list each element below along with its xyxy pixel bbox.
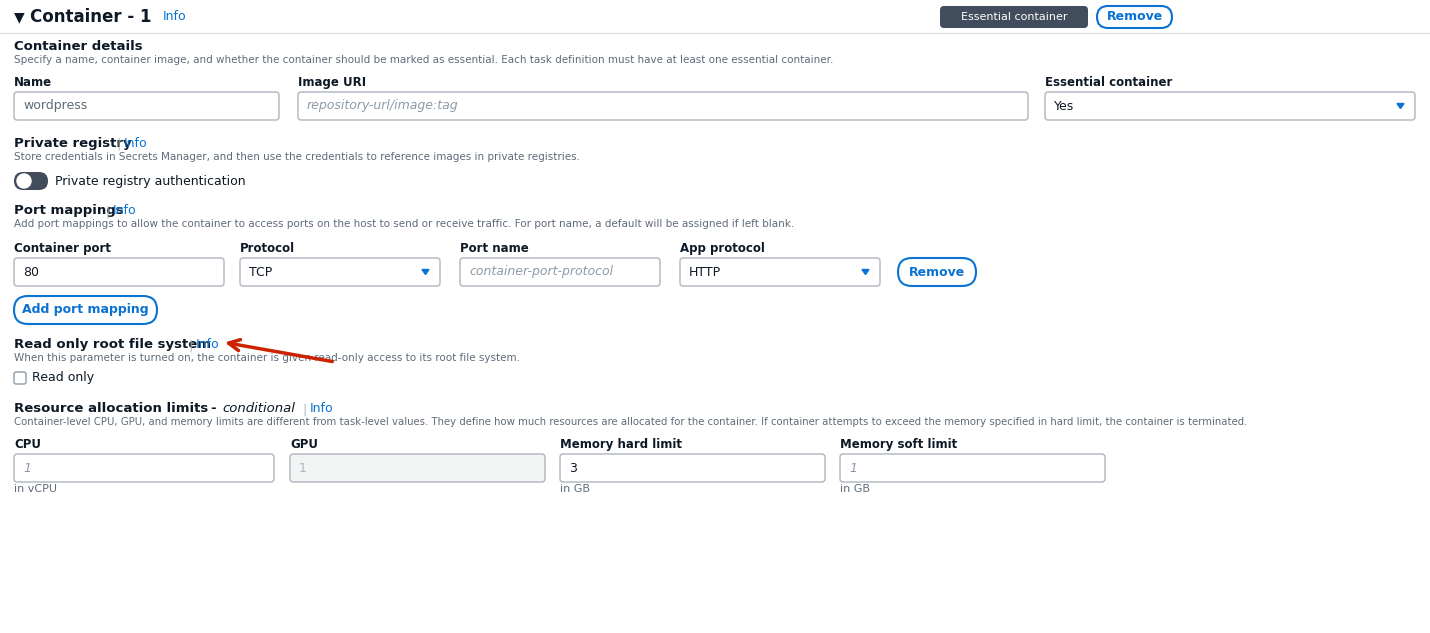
FancyBboxPatch shape xyxy=(940,6,1088,28)
Text: Name: Name xyxy=(14,76,51,89)
Text: Add port mapping: Add port mapping xyxy=(23,303,149,316)
Polygon shape xyxy=(862,270,869,275)
Text: 1: 1 xyxy=(299,461,307,475)
FancyBboxPatch shape xyxy=(839,454,1105,482)
Text: Resource allocation limits: Resource allocation limits xyxy=(14,402,209,415)
Text: Container port: Container port xyxy=(14,242,112,255)
Text: When this parameter is turned on, the container is given read-only access to its: When this parameter is turned on, the co… xyxy=(14,353,521,363)
Text: Container-level CPU, GPU, and memory limits are different from task-level values: Container-level CPU, GPU, and memory lim… xyxy=(14,417,1247,427)
Text: Add port mappings to allow the container to access ports on the host to send or : Add port mappings to allow the container… xyxy=(14,219,794,229)
Text: wordpress: wordpress xyxy=(23,99,87,113)
Text: Port name: Port name xyxy=(460,242,529,255)
Text: Specify a name, container image, and whether the container should be marked as e: Specify a name, container image, and whe… xyxy=(14,55,834,65)
FancyBboxPatch shape xyxy=(14,172,49,190)
Polygon shape xyxy=(1397,104,1404,108)
Text: Container - 1: Container - 1 xyxy=(30,8,152,26)
Text: Read only root file system: Read only root file system xyxy=(14,338,212,351)
Text: Info: Info xyxy=(124,137,147,150)
FancyBboxPatch shape xyxy=(460,258,661,286)
FancyBboxPatch shape xyxy=(14,454,275,482)
Text: in vCPU: in vCPU xyxy=(14,484,57,494)
Text: -: - xyxy=(210,402,216,415)
Text: 1: 1 xyxy=(849,461,857,475)
Text: Info: Info xyxy=(196,338,220,351)
Circle shape xyxy=(17,174,31,188)
FancyBboxPatch shape xyxy=(898,258,977,286)
Text: Info: Info xyxy=(163,11,187,23)
Text: TCP: TCP xyxy=(249,265,272,279)
Text: GPU: GPU xyxy=(290,438,317,451)
FancyBboxPatch shape xyxy=(14,296,157,324)
FancyBboxPatch shape xyxy=(14,258,225,286)
FancyBboxPatch shape xyxy=(14,92,279,120)
Polygon shape xyxy=(422,270,429,275)
Text: Info: Info xyxy=(113,204,137,217)
Text: Yes: Yes xyxy=(1054,99,1074,113)
Text: Image URI: Image URI xyxy=(297,76,366,89)
Text: conditional: conditional xyxy=(222,402,295,415)
Text: Info: Info xyxy=(310,402,333,415)
FancyBboxPatch shape xyxy=(1045,92,1416,120)
Text: 1: 1 xyxy=(23,461,31,475)
Text: 3: 3 xyxy=(569,461,576,475)
FancyBboxPatch shape xyxy=(561,454,825,482)
Text: |: | xyxy=(187,339,192,352)
FancyBboxPatch shape xyxy=(1097,6,1173,28)
Text: |: | xyxy=(302,403,306,416)
Text: Remove: Remove xyxy=(909,265,965,279)
Text: 80: 80 xyxy=(23,265,39,279)
Text: Port mappings: Port mappings xyxy=(14,204,123,217)
Text: container-port-protocol: container-port-protocol xyxy=(469,265,613,279)
Text: Memory hard limit: Memory hard limit xyxy=(561,438,682,451)
Text: App protocol: App protocol xyxy=(681,242,765,255)
Text: Essential container: Essential container xyxy=(1045,76,1173,89)
Text: ▼: ▼ xyxy=(14,10,24,24)
FancyBboxPatch shape xyxy=(681,258,879,286)
Text: in GB: in GB xyxy=(561,484,591,494)
Text: Protocol: Protocol xyxy=(240,242,295,255)
Text: Container details: Container details xyxy=(14,40,143,53)
Text: Private registry authentication: Private registry authentication xyxy=(54,175,246,187)
Text: Memory soft limit: Memory soft limit xyxy=(839,438,957,451)
FancyBboxPatch shape xyxy=(240,258,440,286)
FancyBboxPatch shape xyxy=(297,92,1028,120)
Text: Remove: Remove xyxy=(1107,11,1163,23)
Text: HTTP: HTTP xyxy=(689,265,721,279)
Text: |: | xyxy=(116,138,120,151)
Text: in GB: in GB xyxy=(839,484,869,494)
Text: Read only: Read only xyxy=(31,372,94,384)
FancyBboxPatch shape xyxy=(290,454,545,482)
Text: Private registry: Private registry xyxy=(14,137,132,150)
Text: Essential container: Essential container xyxy=(961,12,1067,22)
Text: CPU: CPU xyxy=(14,438,41,451)
Text: |: | xyxy=(104,205,109,218)
FancyBboxPatch shape xyxy=(14,372,26,384)
Text: repository-url/image:tag: repository-url/image:tag xyxy=(307,99,459,113)
Text: Store credentials in Secrets Manager, and then use the credentials to reference : Store credentials in Secrets Manager, an… xyxy=(14,152,581,162)
